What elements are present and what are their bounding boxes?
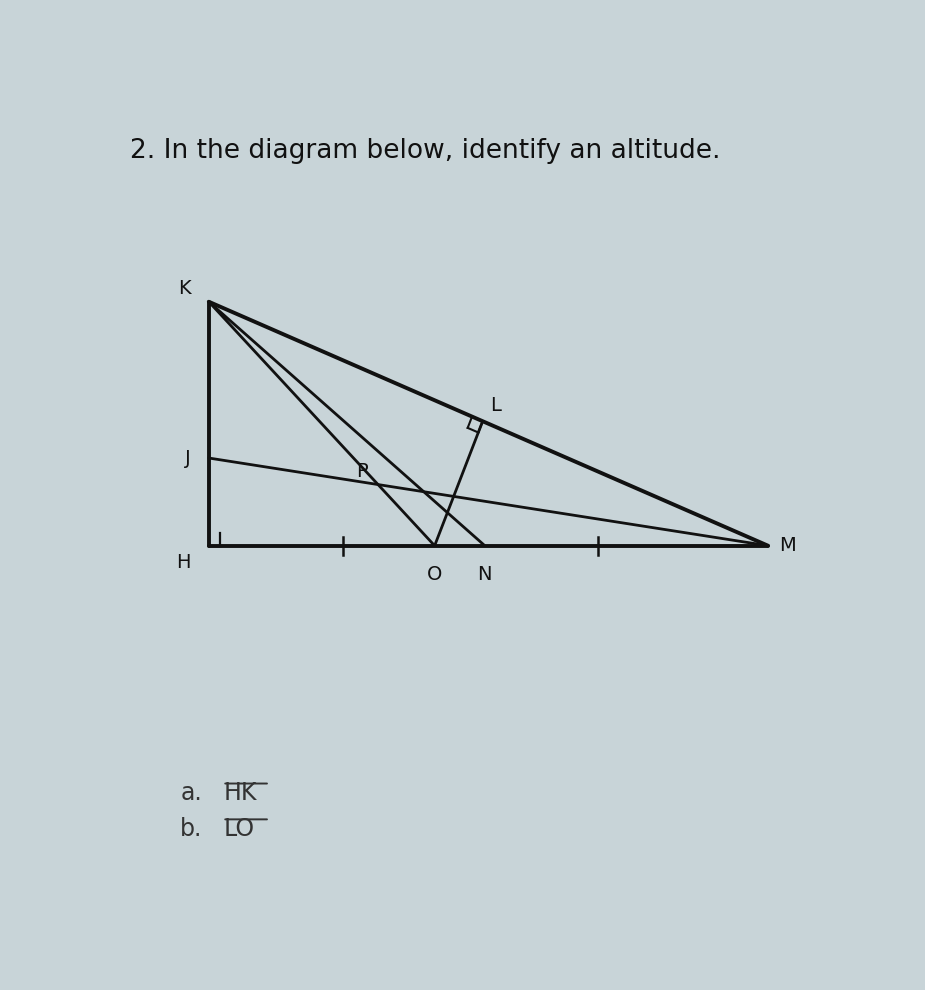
Text: P: P <box>356 461 367 481</box>
Text: a.: a. <box>180 781 202 806</box>
Text: N: N <box>477 564 492 584</box>
Text: L: L <box>490 396 500 415</box>
Text: HK: HK <box>223 781 256 806</box>
Text: J: J <box>185 448 191 467</box>
Text: H: H <box>177 553 191 572</box>
Text: K: K <box>179 279 191 298</box>
Text: O: O <box>427 564 442 584</box>
Text: LO: LO <box>223 818 254 842</box>
Text: M: M <box>779 537 796 555</box>
Text: 2. In the diagram below, identify an altitude.: 2. In the diagram below, identify an alt… <box>130 138 721 164</box>
Text: b.: b. <box>180 818 203 842</box>
